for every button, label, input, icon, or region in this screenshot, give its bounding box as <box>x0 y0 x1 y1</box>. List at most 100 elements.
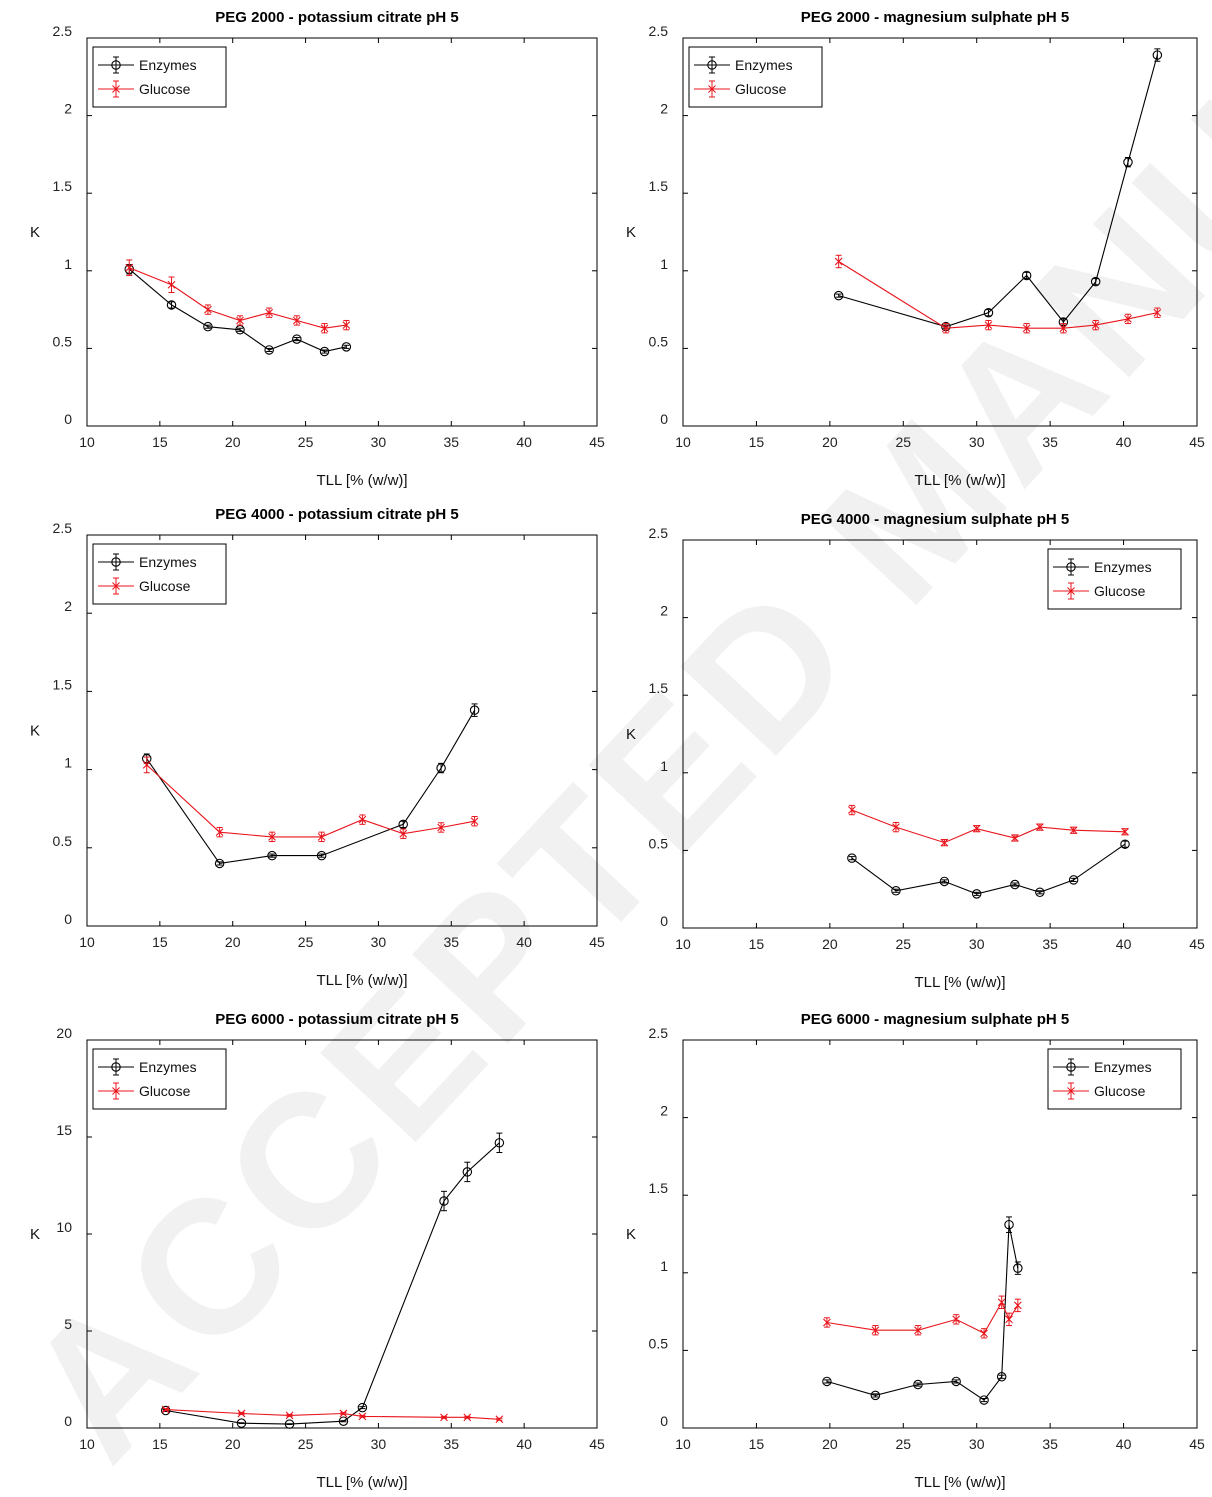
x-marker <box>399 829 408 838</box>
x-tick-label: 20 <box>822 936 838 952</box>
y-tick-label: 2.5 <box>53 23 73 39</box>
glucose-point <box>941 323 950 334</box>
enzymes-series-line <box>146 709 476 864</box>
glucose-point <box>167 276 176 294</box>
glucose-series-line <box>838 261 1158 329</box>
x-marker <box>358 815 367 824</box>
glucose-point <box>399 828 408 839</box>
y-tick-label: 1 <box>660 256 668 272</box>
glucose-point <box>268 831 276 843</box>
glucose-point <box>984 319 993 331</box>
legend-item-glucose: Glucose <box>98 577 191 595</box>
chart-title: PEG 2000 - potassium citrate pH 5 <box>215 9 458 26</box>
enzymes-point <box>203 321 213 332</box>
legend: Enzymes Glucose <box>92 46 227 108</box>
enzymes-point <box>284 1419 295 1429</box>
glucose-series-line <box>129 267 347 329</box>
legend-item-enzymes: Enzymes <box>1053 1058 1152 1076</box>
x-marker <box>320 324 329 333</box>
legend-circle-marker <box>1066 562 1076 572</box>
x-marker <box>1091 321 1100 330</box>
circle-marker <box>971 889 982 899</box>
y-tick-label: 2.5 <box>649 23 669 39</box>
y-tick-label: 10 <box>56 1219 72 1235</box>
legend-circle-marker <box>707 60 717 70</box>
x-tick-label: 40 <box>516 1436 532 1452</box>
y-tick-label: 1.5 <box>649 1180 669 1196</box>
legend-label: Glucose <box>139 578 191 594</box>
enzymes-point <box>264 345 274 355</box>
y-tick-label: 1 <box>660 1258 668 1274</box>
circle-marker <box>822 1376 832 1387</box>
circle-marker <box>913 1379 923 1390</box>
circle-marker <box>338 1416 349 1426</box>
legend: Enzymes Glucose <box>92 1048 227 1110</box>
circle-marker <box>319 346 330 357</box>
x-marker <box>892 823 900 832</box>
legend: Enzymes Glucose <box>92 543 227 605</box>
glucose-point <box>847 804 856 816</box>
x-tick-label: 35 <box>443 434 459 450</box>
glucose-point <box>358 1412 367 1421</box>
panel-peg6000-magnesium-sulphate: PEG 6000 - magnesium sulphate pH 510 15 20… <box>626 1011 1205 1491</box>
circle-marker <box>439 1196 449 1206</box>
circle-marker <box>979 1395 989 1405</box>
glucose-series-line <box>146 764 475 838</box>
glucose-point <box>237 1409 246 1418</box>
legend-item-glucose: Glucose <box>1053 582 1146 600</box>
glucose-point <box>204 304 212 315</box>
x-marker <box>285 1411 294 1420</box>
x-tick-label: 30 <box>969 936 985 952</box>
enzymes-point <box>398 819 408 830</box>
y-tick-label: 1.5 <box>649 178 669 194</box>
enzymes-point <box>1004 1216 1014 1233</box>
legend-item-glucose: Glucose <box>1053 1082 1146 1100</box>
x-tick-label: 15 <box>749 434 765 450</box>
glucose-point <box>1069 826 1078 835</box>
y-tick-label: 2 <box>64 598 72 614</box>
y-tick-label: 0.5 <box>649 1335 669 1351</box>
y-tick-label: 15 <box>56 1122 72 1138</box>
x-tick-label: 20 <box>225 934 241 950</box>
x-marker <box>204 305 212 314</box>
legend-label: Enzymes <box>735 57 793 73</box>
enzymes-point <box>951 1376 961 1387</box>
glucose-point <box>834 254 843 269</box>
x-tick-label: 45 <box>589 434 605 450</box>
x-tick-label: 20 <box>225 434 241 450</box>
enzymes-point <box>870 1390 881 1401</box>
legend-circle-marker <box>1066 1062 1076 1072</box>
x-marker <box>952 1315 961 1324</box>
glucose-point <box>215 826 224 838</box>
x-tick-label: 10 <box>675 1436 691 1452</box>
legend-label: Glucose <box>735 81 787 97</box>
x-tick-label: 10 <box>79 434 95 450</box>
x-tick-label: 35 <box>443 934 459 950</box>
legend-box <box>92 543 227 605</box>
circle-marker <box>1120 839 1130 849</box>
x-tick-label: 30 <box>371 1436 387 1452</box>
chart-title: PEG 2000 - magnesium sulphate pH 5 <box>801 9 1069 26</box>
legend-x-marker <box>1067 1087 1075 1095</box>
enzymes-point <box>983 307 994 318</box>
y-tick-label: 20 <box>56 1025 72 1041</box>
x-marker <box>237 1409 246 1418</box>
glucose-point <box>339 1409 348 1418</box>
circle-marker <box>462 1167 473 1177</box>
legend-item-glucose: Glucose <box>98 80 191 98</box>
x-tick-label: 35 <box>1042 1436 1058 1452</box>
glucose-point <box>871 1325 880 1336</box>
legend: Enzymes Glucose <box>1047 548 1182 610</box>
x-tick-label: 35 <box>443 1436 459 1452</box>
circle-marker <box>1035 887 1045 898</box>
y-tick-label: 2 <box>660 603 668 619</box>
enzymes-point <box>979 1395 989 1405</box>
legend-label: Glucose <box>139 81 191 97</box>
x-tick-label: 15 <box>152 434 168 450</box>
glucose-point <box>823 1317 831 1328</box>
circle-marker <box>1010 879 1020 890</box>
enzymes-point <box>1123 157 1133 168</box>
x-marker <box>292 316 301 325</box>
x-tick-label: 45 <box>1189 936 1205 952</box>
x-tick-label: 20 <box>225 1436 241 1452</box>
